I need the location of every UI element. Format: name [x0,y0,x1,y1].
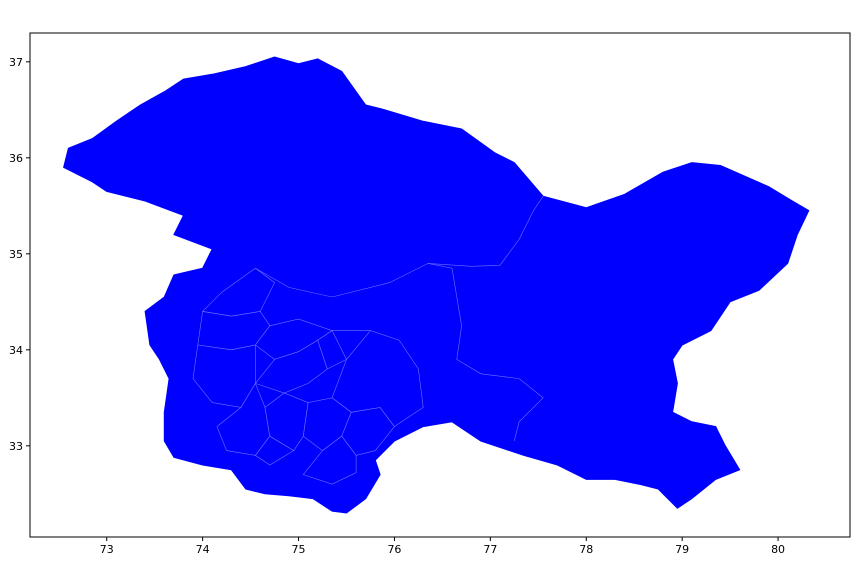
x-tick-label: 80 [771,543,785,556]
y-tick-label: 37 [9,56,23,69]
territory-outline [63,56,810,514]
y-tick-label: 33 [9,440,23,453]
district-region-11 [331,330,424,428]
plot-frame [29,32,851,538]
x-tick-label: 73 [100,543,114,556]
district-boundary-1 [332,263,544,442]
x-tick-label: 74 [196,543,210,556]
x-tick-label: 77 [483,543,497,556]
x-axis: 73 74 75 76 77 78 79 80 [100,537,785,556]
district-boundary-2 [427,196,544,267]
y-tick-label: 35 [9,248,23,261]
district-boundary-3 [255,267,333,298]
y-tick-label: 34 [9,344,23,357]
region-layer [63,56,810,514]
boundary-layer [255,196,544,442]
district-region-5 [192,344,256,408]
x-tick-label: 78 [579,543,593,556]
y-axis: 33 34 35 36 37 [9,56,30,453]
x-tick-label: 76 [387,543,401,556]
district-region-12 [317,330,347,370]
y-tick-label: 36 [9,152,23,165]
district-region-13 [302,435,357,485]
district-region-9 [254,435,295,466]
district-region-4 [254,339,328,394]
x-tick-label: 75 [292,543,306,556]
x-tick-label: 79 [675,543,689,556]
